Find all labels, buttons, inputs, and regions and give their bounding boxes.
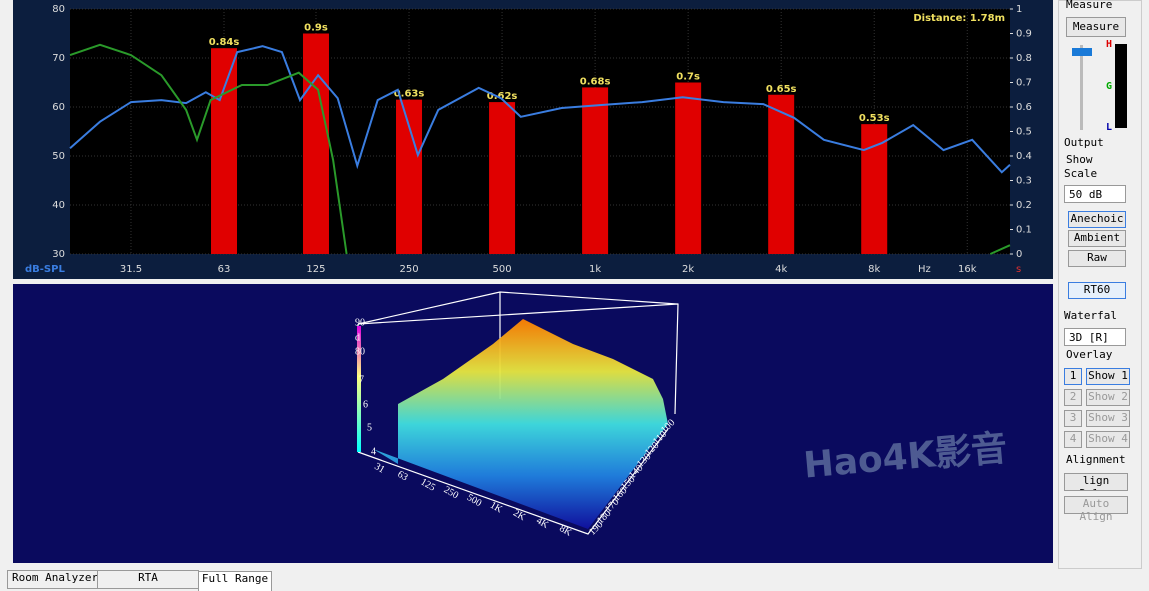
overlay-index[interactable]: 2 bbox=[1064, 389, 1082, 406]
rt60-bar bbox=[861, 124, 888, 255]
group-title: Measure bbox=[1066, 0, 1113, 11]
x-tick-label: 63 bbox=[395, 469, 409, 484]
z-tick-label: 80 bbox=[355, 346, 365, 357]
group-title: Overlay bbox=[1066, 348, 1113, 361]
y-tick-label: 80 bbox=[52, 4, 65, 15]
y2-tick-label: 0.3 bbox=[1016, 176, 1032, 187]
rt60-bar bbox=[302, 33, 329, 254]
rt60-bar bbox=[211, 48, 238, 255]
bar-label: 0.84s bbox=[209, 37, 240, 48]
scale-label: Scale bbox=[1064, 167, 1098, 180]
rt60-bar bbox=[582, 87, 609, 255]
overlay-index[interactable]: 3 bbox=[1064, 410, 1082, 427]
z-tick-label: 5 bbox=[367, 422, 372, 433]
x-tick-label: 63 bbox=[218, 264, 231, 275]
y2-tick-label: 0.9 bbox=[1016, 29, 1032, 40]
x-tick-label: 16k bbox=[958, 264, 977, 275]
y-tick-label: 60 bbox=[52, 102, 65, 113]
frequency-chart: 30 40 50 60 70 80 0 0.1 0.2 0.3 0.4 0.5 0.6 0.7 0.8 0.9… bbox=[13, 0, 1053, 279]
overlay-button[interactable]: Show 2 bbox=[1086, 389, 1130, 406]
x-tick-label: 31.5 bbox=[120, 264, 142, 275]
bar-label: 0.9s bbox=[304, 23, 328, 34]
z-tick-label: d bbox=[355, 332, 360, 343]
rt60-bar bbox=[768, 94, 795, 254]
x-tick-label: 2k bbox=[682, 264, 694, 275]
z-colorbar bbox=[357, 326, 361, 452]
anechoic-button[interactable]: Anechoic bbox=[1068, 211, 1126, 228]
x-tick-label: 250 bbox=[399, 264, 418, 275]
bar-label: 0.63s bbox=[394, 89, 425, 100]
ambient-button[interactable]: Ambient bbox=[1068, 230, 1126, 247]
overlay-index[interactable]: 4 bbox=[1064, 431, 1082, 448]
meter-label: G bbox=[1106, 81, 1113, 92]
group-title: Alignment bbox=[1066, 453, 1126, 466]
y2-tick-label: 1 bbox=[1016, 4, 1022, 15]
measure-button[interactable]: Measure bbox=[1066, 17, 1126, 37]
slider-track bbox=[1080, 45, 1083, 130]
z-tick-label: 90 bbox=[355, 317, 365, 328]
y2-tick-label: 0.4 bbox=[1016, 151, 1032, 162]
x-tick-label: 4k bbox=[775, 264, 787, 275]
overlay-button[interactable]: Show 3 bbox=[1086, 410, 1130, 427]
slider-thumb[interactable] bbox=[1072, 48, 1092, 56]
x-tick-label: 500 bbox=[493, 264, 512, 275]
annotation: Distance: 1.78m bbox=[913, 13, 1005, 24]
y-tick-label: 40 bbox=[52, 200, 65, 211]
y2-tick-label: 0 bbox=[1016, 249, 1022, 260]
x-tick-label: 1k bbox=[589, 264, 601, 275]
rt60-button[interactable]: RT60 bbox=[1068, 282, 1126, 299]
y-tick-label: 30 bbox=[52, 249, 65, 260]
output-label: Output bbox=[1064, 136, 1104, 149]
bar-label: 0.65s bbox=[766, 84, 797, 95]
x-tick-label: 125 bbox=[306, 264, 325, 275]
overlay-index[interactable]: 1 bbox=[1064, 368, 1082, 385]
y2-tick-label: 0.7 bbox=[1016, 78, 1032, 89]
waterfall-label: Waterfal bbox=[1064, 309, 1117, 322]
meter-label: L bbox=[1106, 122, 1113, 133]
rt60-bar bbox=[396, 99, 423, 255]
meter-label: H bbox=[1106, 39, 1113, 50]
tab-active[interactable]: Full Range bbox=[198, 571, 272, 591]
y-tick-label: 50 bbox=[52, 151, 65, 162]
response-line bbox=[69, 45, 1011, 174]
response-line bbox=[69, 43, 1011, 255]
waterfall-surface bbox=[373, 319, 668, 529]
y2-tick-label: 0.2 bbox=[1016, 200, 1032, 211]
x-tick-label: 8k bbox=[868, 264, 880, 275]
auto-align-button[interactable]: Auto Align bbox=[1064, 496, 1128, 523]
bar-label: 0.7s bbox=[676, 72, 700, 83]
z-tick-label: 6 bbox=[363, 399, 368, 410]
overlay-button[interactable]: Show 1 bbox=[1086, 368, 1130, 385]
rt60-bar bbox=[489, 102, 516, 254]
y2-unit: s bbox=[1016, 264, 1021, 275]
x-unit: Hz bbox=[918, 264, 931, 275]
bar-label: 0.62s bbox=[487, 91, 518, 102]
level-meter bbox=[1115, 44, 1127, 128]
scale-select[interactable]: 50 dB bbox=[1064, 185, 1126, 203]
tab[interactable]: RTA bbox=[97, 570, 199, 589]
bar-label: 0.53s bbox=[859, 113, 890, 124]
y-axis-label: dB-SPL bbox=[25, 264, 65, 275]
x-tick-label: 31 bbox=[372, 461, 386, 476]
y2-tick-label: 0.6 bbox=[1016, 102, 1032, 113]
tab[interactable]: Room Analyzer bbox=[7, 570, 101, 589]
align-delay-button[interactable]: lign Delay bbox=[1064, 473, 1128, 491]
group-title: Show bbox=[1066, 153, 1093, 166]
bar-label: 0.68s bbox=[580, 76, 611, 87]
y-tick-label: 70 bbox=[52, 53, 65, 64]
waterfall-select[interactable]: 3D [R] bbox=[1064, 328, 1126, 346]
rt60-bar bbox=[675, 82, 702, 254]
overlay-button[interactable]: Show 4 bbox=[1086, 431, 1130, 448]
z-tick-label: 4 bbox=[371, 446, 376, 457]
z-tick-label: 7 bbox=[359, 374, 364, 385]
raw-button[interactable]: Raw bbox=[1068, 250, 1126, 267]
y2-tick-label: 0.5 bbox=[1016, 127, 1032, 138]
y2-tick-label: 0.1 bbox=[1016, 225, 1032, 236]
y2-tick-label: 0.8 bbox=[1016, 53, 1032, 64]
